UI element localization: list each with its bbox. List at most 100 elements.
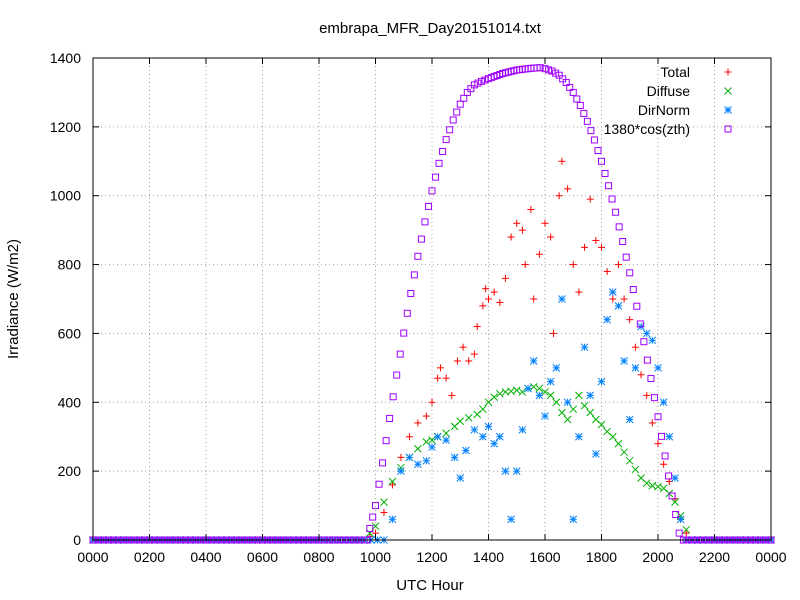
data-point [382, 437, 390, 445]
data-point [484, 422, 493, 431]
data-point [661, 452, 669, 460]
legend-label: Diffuse [647, 83, 691, 99]
data-point [620, 295, 628, 303]
legend: Total Diffuse DirNorm 1380*cos(zth) [604, 64, 732, 137]
data-point [682, 529, 690, 537]
data-point [446, 126, 454, 134]
data-point [558, 157, 566, 165]
data-point [676, 515, 685, 524]
data-point [485, 295, 492, 303]
data-point [643, 356, 651, 364]
data-point [549, 329, 557, 337]
legend-marker [724, 68, 732, 76]
data-point [473, 323, 481, 331]
data-point [450, 453, 459, 462]
y-tick-label: 1400 [50, 50, 81, 66]
data-point [608, 195, 616, 203]
data-point [576, 102, 584, 110]
x-tick-label: 0800 [303, 549, 334, 565]
data-point [558, 408, 566, 417]
data-point [625, 415, 634, 424]
data-point [580, 401, 589, 410]
data-point [636, 320, 644, 328]
legend-label: Total [660, 64, 690, 80]
data-point [586, 195, 594, 203]
data-point [414, 252, 422, 260]
data-point [573, 95, 581, 103]
data-point [490, 288, 498, 296]
x-tick-label: 0600 [247, 549, 278, 565]
data-point [535, 250, 543, 258]
data-point [422, 412, 430, 420]
data-point [591, 450, 600, 458]
data-point [428, 443, 436, 451]
data-point [524, 384, 532, 393]
x-tick-label: 1800 [586, 549, 617, 565]
data-point [428, 398, 436, 406]
data-point [428, 187, 436, 195]
data-point [563, 398, 572, 407]
data-point [603, 315, 612, 324]
y-tick-label: 600 [58, 325, 82, 341]
data-point [620, 448, 628, 457]
data-point [535, 384, 544, 393]
data-point [583, 117, 591, 125]
data-point [521, 261, 529, 269]
x-tick-label: 1400 [473, 549, 504, 565]
data-point [654, 482, 662, 491]
x-tick-label: 0200 [134, 549, 165, 565]
x-tick-label: 1600 [529, 549, 560, 565]
x-tick-label: 0000 [755, 549, 786, 565]
x-tick-label: 1200 [416, 549, 447, 565]
data-point [541, 65, 549, 73]
data-point [490, 439, 499, 448]
data-point [388, 477, 397, 486]
data-point [365, 529, 374, 537]
data-point [456, 417, 465, 426]
data-point [545, 66, 553, 74]
y-tick-label: 0 [73, 532, 81, 548]
data-point [512, 386, 521, 395]
data-point [682, 525, 691, 534]
series-2-points [89, 382, 775, 544]
data-point [648, 336, 657, 345]
data-point [366, 525, 374, 533]
data-point [642, 479, 651, 488]
data-point [552, 398, 561, 407]
y-tick-label: 800 [58, 257, 82, 273]
data-point [598, 243, 605, 251]
data-point [417, 235, 425, 243]
data-point [527, 205, 535, 213]
data-point [448, 391, 456, 399]
data-point [396, 350, 404, 358]
data-point [586, 391, 595, 400]
data-point [442, 429, 450, 438]
data-point [569, 261, 577, 269]
data-point [501, 274, 509, 282]
data-point [495, 432, 504, 441]
data-point [403, 309, 411, 317]
data-point [671, 498, 679, 506]
data-point [479, 302, 487, 310]
data-point [546, 391, 555, 400]
data-point [389, 393, 397, 401]
data-point [566, 83, 574, 91]
data-point [414, 444, 422, 453]
data-point [530, 295, 538, 303]
data-point [625, 456, 634, 465]
data-point [633, 302, 641, 310]
data-point [547, 233, 555, 241]
data-point [470, 350, 478, 358]
data-point [647, 375, 655, 383]
data-point [495, 389, 504, 398]
data-point [465, 357, 473, 365]
data-point [629, 286, 637, 294]
data-point [372, 502, 379, 510]
data-point [620, 357, 628, 365]
data-point [654, 440, 662, 448]
data-point [592, 236, 600, 244]
data-point [477, 77, 485, 85]
data-point [555, 71, 563, 79]
data-point [612, 208, 620, 216]
data-point [518, 425, 527, 434]
